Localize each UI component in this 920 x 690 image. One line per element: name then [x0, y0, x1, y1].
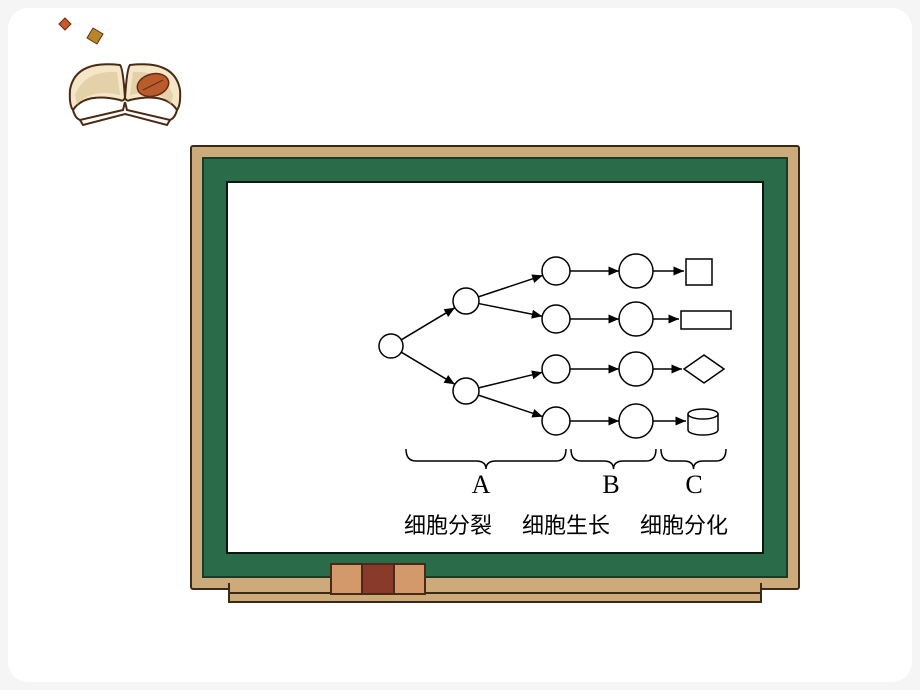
eraser-segment	[395, 565, 424, 593]
svg-text:细胞生长: 细胞生长	[522, 513, 610, 538]
book-decoration	[45, 10, 205, 140]
svg-text:B: B	[602, 470, 619, 499]
chalk-ledge	[228, 583, 762, 603]
svg-text:细胞分裂: 细胞分裂	[404, 513, 492, 538]
svg-text:A: A	[472, 470, 491, 499]
eraser	[330, 563, 426, 595]
board-white-area: A B C 细胞分裂 细胞生长 细胞分化	[226, 181, 764, 554]
board-green: A B C 细胞分裂 细胞生长 细胞分化	[202, 157, 788, 578]
board-frame: A B C 细胞分裂 细胞生长 细胞分化	[190, 145, 800, 590]
blackboard: A B C 细胞分裂 细胞生长 细胞分化	[190, 145, 800, 655]
eraser-segment	[363, 565, 394, 593]
svg-text:C: C	[685, 470, 702, 499]
eraser-segment	[332, 565, 363, 593]
svg-text:细胞分化: 细胞分化	[640, 513, 728, 538]
cell-diagram: A B C 细胞分裂 细胞生长 细胞分化	[256, 211, 810, 591]
